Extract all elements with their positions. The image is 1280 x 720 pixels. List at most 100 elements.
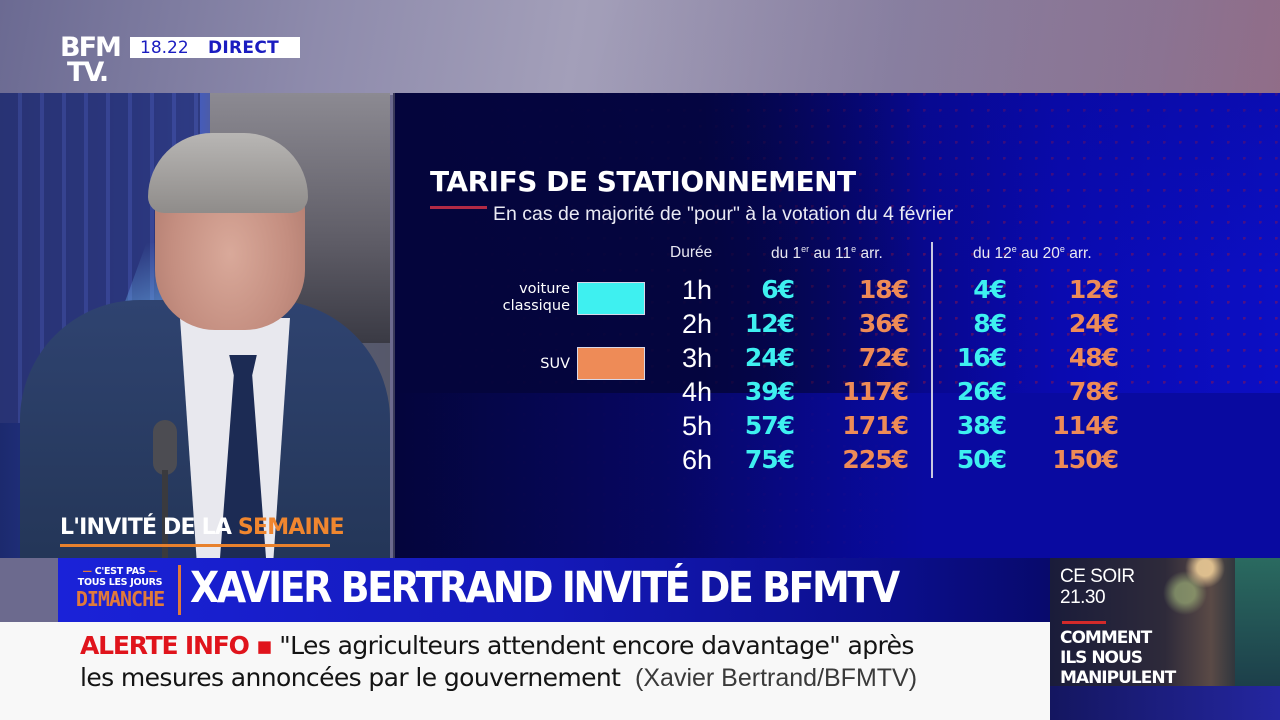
segment-label-text: L'INVITÉ DE LA <box>60 515 238 540</box>
price-suv-arr1-11: 225€ <box>842 445 909 474</box>
infographic-subtitle: En cas de majorité de "pour" à la votati… <box>493 203 954 225</box>
promo-rule <box>1062 621 1106 624</box>
header-text: au 11 <box>809 245 852 262</box>
promo-title: COMMENT ILS NOUS MANIPULENT <box>1060 628 1176 688</box>
show-logo-line2: TOUS LES JOURS <box>77 577 163 588</box>
table-row: 4h 39€ 117€ 26€ 78€ <box>0 377 1280 411</box>
table-row: 5h 57€ 171€ 38€ 114€ <box>0 411 1280 445</box>
legend-text: classique <box>502 298 570 314</box>
alert-label: ALERTE INFO ▪ <box>80 631 273 660</box>
price-suv-arr1-11: 117€ <box>842 377 909 406</box>
show-logo-separator <box>178 565 181 615</box>
header-sup: e <box>851 244 857 254</box>
duration-cell: 4h <box>681 377 712 407</box>
price-classic-arr12-20: 4€ <box>973 275 1007 304</box>
price-suv-arr1-11: 171€ <box>842 411 909 440</box>
show-logo-line3: DIMANCHE <box>75 587 165 611</box>
price-classic-arr1-11: 39€ <box>744 377 795 406</box>
price-suv-arr12-20: 150€ <box>1052 445 1119 474</box>
price-classic-arr12-20: 16€ <box>956 343 1007 372</box>
show-logo-line1: — C'EST PAS — <box>82 566 158 577</box>
price-classic-arr1-11: 6€ <box>761 275 795 304</box>
ticker-line-2: les mesures annoncées par le gouvernemen… <box>80 663 917 693</box>
price-suv-arr1-11: 72€ <box>858 343 909 372</box>
legend-label-suv: SUV <box>540 356 570 372</box>
price-classic-arr1-11: 75€ <box>744 445 795 474</box>
price-classic-arr12-20: 38€ <box>956 411 1007 440</box>
table-row: 2h 12€ 36€ 8€ 24€ <box>0 309 1280 343</box>
price-classic-arr1-11: 24€ <box>744 343 795 372</box>
price-suv-arr1-11: 36€ <box>858 309 909 338</box>
live-badge: 18.22 DIRECT <box>130 37 300 58</box>
price-suv-arr12-20: 24€ <box>1068 309 1119 338</box>
panel-gradient-lower <box>395 393 1280 558</box>
table-row: 1h 6€ 18€ 4€ 12€ <box>0 275 1280 309</box>
price-suv-arr12-20: 48€ <box>1068 343 1119 372</box>
legend-label-classic: voiture classique <box>480 281 570 315</box>
news-ticker <box>0 622 1050 720</box>
duration-cell: 1h <box>681 275 712 305</box>
price-suv-arr12-20: 78€ <box>1068 377 1119 406</box>
promo-title-line: ILS NOUS <box>1060 648 1143 668</box>
promo-tile <box>1050 558 1280 720</box>
legend-swatch-classic <box>577 282 645 315</box>
header-sup: e <box>1011 244 1017 254</box>
duration-cell: 5h <box>681 411 712 441</box>
legend-swatch-suv <box>577 347 645 380</box>
promo-bottom-band <box>1050 686 1280 720</box>
header-text: du 12 <box>973 245 1012 262</box>
promo-schedule: CE SOIR 21.30 <box>1060 566 1135 608</box>
price-classic-arr1-11: 12€ <box>744 309 795 338</box>
column-header-duration: Durée <box>670 244 713 261</box>
bfmtv-logo: BFM TV. <box>60 32 122 88</box>
headline-text: XAVIER BERTRAND INVITÉ DE BFMTV <box>190 563 900 613</box>
promo-time: 21.30 <box>1060 587 1106 608</box>
price-classic-arr12-20: 50€ <box>956 445 1007 474</box>
duration-cell: 3h <box>681 343 712 373</box>
segment-label-highlight: SEMAINE <box>237 515 345 540</box>
promo-image-screen <box>1235 558 1280 698</box>
segment-label: L'INVITÉ DE LA SEMAINE <box>60 515 345 540</box>
infographic-title: TARIFS DE STATIONNEMENT <box>430 165 856 198</box>
microphone-stand <box>162 470 168 558</box>
ticker-text: les mesures annoncées par le gouvernemen… <box>80 663 621 692</box>
header-text: arr. <box>856 245 883 262</box>
price-classic-arr12-20: 8€ <box>973 309 1007 338</box>
column-header-arr-1-11: du 1er au 11e arr. <box>771 244 883 263</box>
logo-line1: BFM <box>60 32 122 63</box>
header-sup: e <box>1059 244 1065 254</box>
header-text: au 20 <box>1016 245 1060 262</box>
logo-line2: TV. <box>67 57 109 88</box>
show-logo-text: C'EST PAS <box>94 566 146 577</box>
header-sup: er <box>801 244 810 254</box>
ticker-line-1: ALERTE INFO ▪ "Les agriculteurs attenden… <box>80 631 914 660</box>
duration-cell: 6h <box>681 445 712 475</box>
promo-title-line: COMMENT <box>1060 628 1152 648</box>
price-classic-arr1-11: 57€ <box>744 411 795 440</box>
price-suv-arr12-20: 114€ <box>1052 411 1119 440</box>
table-row: 6h 75€ 225€ 50€ 150€ <box>0 445 1280 479</box>
ticker-text: "Les agriculteurs attendent encore davan… <box>271 631 914 660</box>
column-header-arr-12-20: du 12e au 20e arr. <box>973 244 1092 263</box>
promo-title-line: MANIPULENT <box>1060 668 1176 688</box>
header-text: arr. <box>1064 245 1092 262</box>
guest-hair <box>148 133 308 213</box>
table-row: 3h 24€ 72€ 16€ 48€ <box>0 343 1280 377</box>
infographic-panel <box>393 93 1280 558</box>
microphone-icon <box>153 420 177 475</box>
duration-cell: 2h <box>681 309 712 339</box>
header-text: du 1 <box>771 245 802 262</box>
segment-label-rule <box>60 544 330 547</box>
price-suv-arr1-11: 18€ <box>858 275 909 304</box>
promo-when: CE SOIR <box>1060 566 1135 587</box>
column-divider <box>931 242 933 478</box>
title-accent-rule <box>430 206 487 209</box>
live-label: DIRECT <box>208 37 280 58</box>
ticker-source: (Xavier Bertrand/BFMTV) <box>635 664 918 692</box>
legend-text: voiture <box>519 281 570 297</box>
show-logo: — C'EST PAS — TOUS LES JOURS DIMANCHE <box>68 566 172 614</box>
headline-bar <box>58 558 1050 622</box>
clock-time: 18.22 <box>140 37 189 58</box>
price-classic-arr12-20: 26€ <box>956 377 1007 406</box>
price-suv-arr12-20: 12€ <box>1068 275 1119 304</box>
